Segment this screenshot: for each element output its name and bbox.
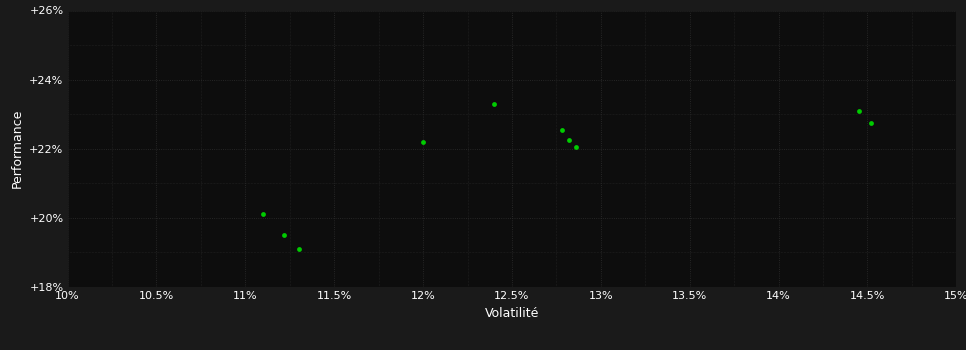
Point	[568, 144, 583, 150]
X-axis label: Volatilité: Volatilité	[485, 307, 539, 320]
Point	[415, 139, 431, 145]
Point	[255, 212, 270, 217]
Y-axis label: Performance: Performance	[11, 109, 23, 188]
Point	[276, 232, 292, 238]
Point	[554, 127, 570, 133]
Point	[864, 120, 879, 126]
Point	[561, 137, 577, 143]
Point	[291, 246, 306, 252]
Point	[487, 101, 502, 107]
Point	[851, 108, 867, 113]
